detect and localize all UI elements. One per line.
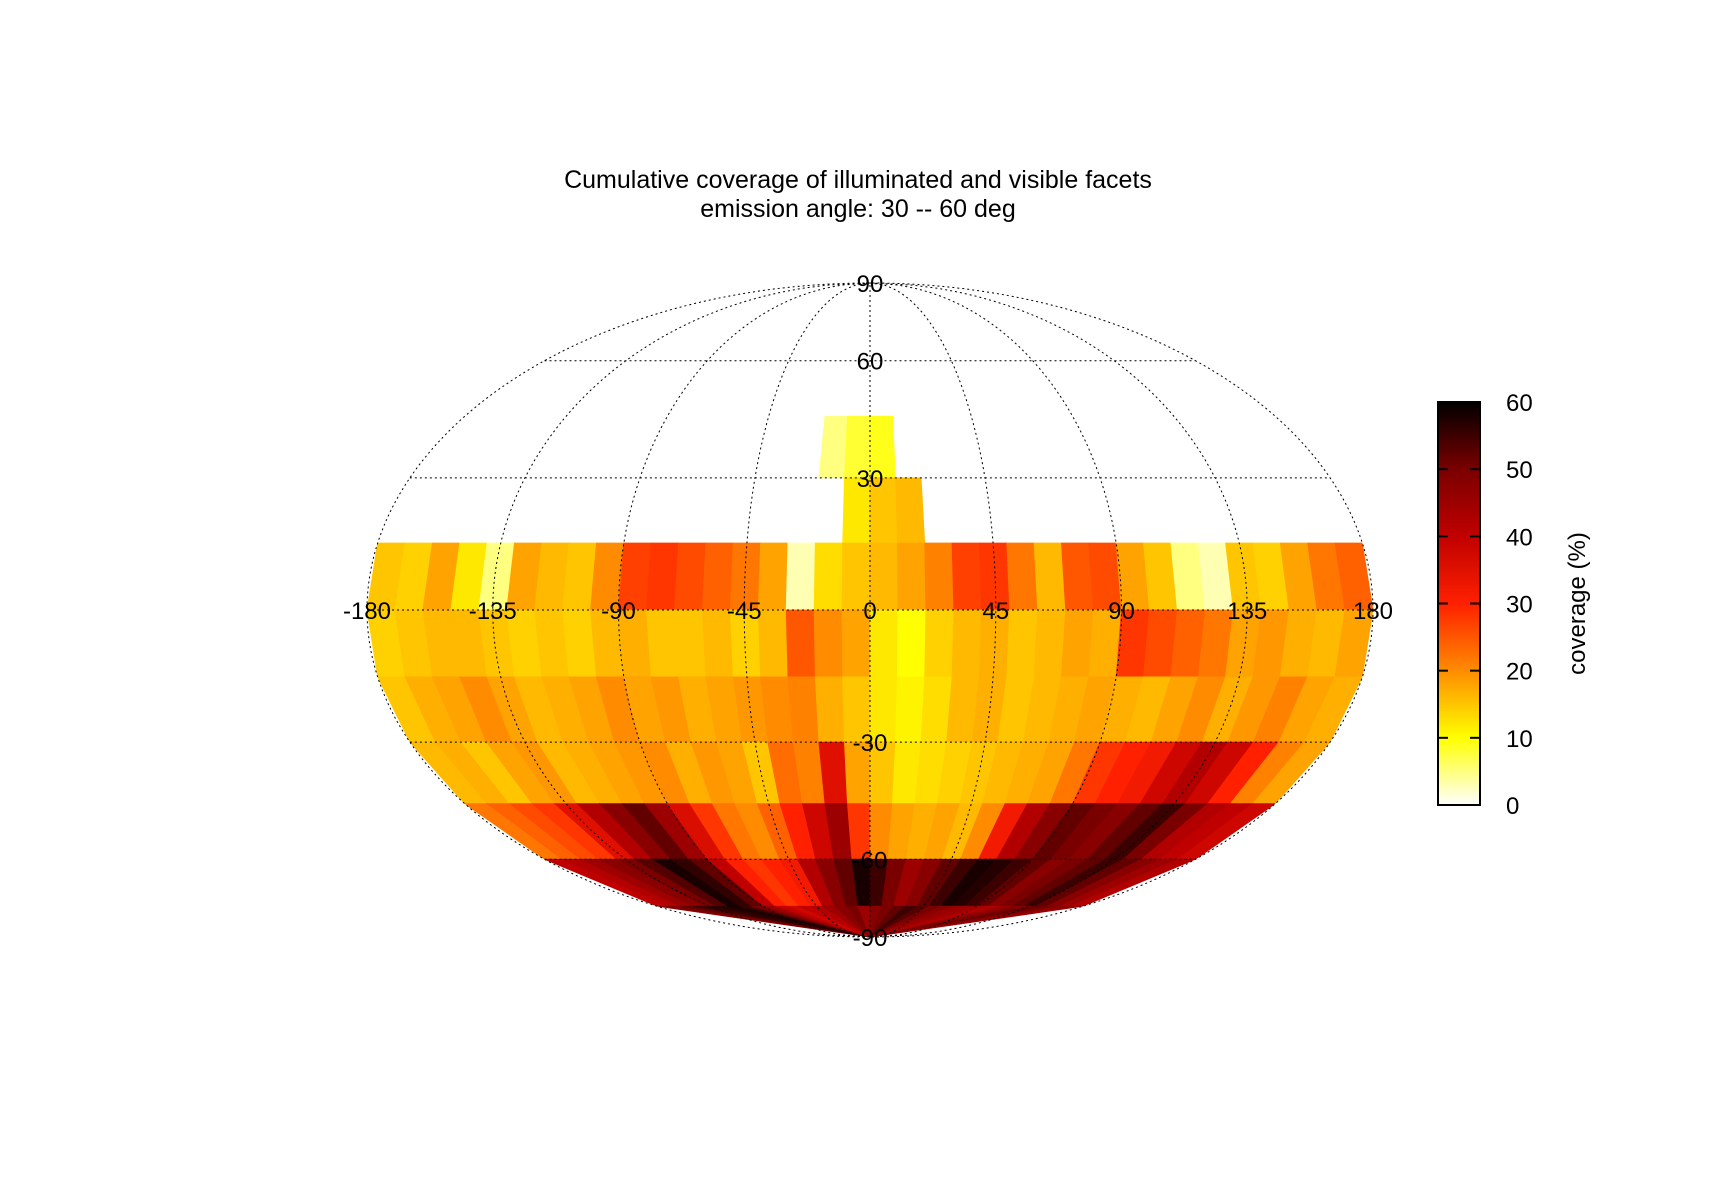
meridian-gridline: [869, 282, 1123, 938]
colorbar-tick-label: 10: [1506, 726, 1533, 753]
coverage-cell: [785, 609, 816, 678]
y-tick-label: 60: [857, 349, 884, 376]
colorbar-label: coverage (%): [1564, 532, 1591, 675]
graticule: [366, 282, 1374, 938]
coverage-cell: [1061, 542, 1094, 611]
colorbar-tick-label: 20: [1506, 659, 1533, 686]
meridian-gridline: [492, 282, 871, 938]
coverage-cell: [895, 676, 926, 743]
coverage-cell: [1006, 609, 1039, 678]
colorbar-tick-label: 40: [1506, 524, 1533, 551]
y-tick-label: 30: [857, 466, 884, 493]
colorbar-tick-label: 0: [1506, 793, 1519, 820]
y-tick-label: -60: [853, 847, 888, 874]
x-tick-label: 90: [1108, 598, 1135, 625]
coverage-cell: [813, 609, 844, 678]
y-tick-label: -30: [853, 730, 888, 757]
coverage-cell: [1033, 542, 1067, 611]
coverage-cell: [813, 542, 844, 611]
chart-subtitle: emission angle: 30 -- 60 deg: [700, 195, 1016, 223]
y-tick-label: -90: [853, 925, 888, 952]
chart-title-block: Cumulative coverage of illuminated and v…: [0, 166, 1716, 224]
coverage-cell: [951, 542, 983, 611]
coverage-cell: [787, 676, 820, 743]
coverage-cell: [1061, 609, 1094, 678]
coverage-cell: [924, 542, 955, 611]
coverage-cell: [646, 609, 679, 678]
coverage-cell: [673, 609, 707, 678]
meridian-gridline: [617, 282, 871, 938]
colorbar-tick-label: 50: [1506, 457, 1533, 484]
coverage-cell: [951, 609, 983, 678]
x-tick-label: 45: [982, 598, 1009, 625]
coverage-cell: [673, 542, 707, 611]
coverage-cell: [757, 609, 789, 678]
coverage-cell: [896, 609, 927, 678]
x-tick-label: 135: [1227, 598, 1267, 625]
coverage-cell: [818, 415, 848, 479]
x-tick-label: 0: [863, 598, 876, 625]
colorbar-tick-label: 30: [1506, 592, 1533, 619]
x-tick-label: -45: [727, 598, 762, 625]
x-tick-label: -180: [343, 598, 391, 625]
x-tick-label: -90: [601, 598, 636, 625]
coverage-cell: [646, 542, 679, 611]
chart-title: Cumulative coverage of illuminated and v…: [564, 166, 1152, 194]
coverage-cell: [785, 542, 816, 611]
meridian-gridline: [869, 282, 1248, 938]
coverage-cells: [367, 415, 1373, 937]
coverage-cell: [924, 609, 955, 678]
coverage-cell: [1033, 609, 1067, 678]
coverage-cell: [814, 676, 845, 743]
coverage-cell: [896, 542, 927, 611]
y-tick-label: 90: [857, 271, 884, 298]
coverage-cell: [895, 477, 926, 544]
coverage-cell: [757, 542, 789, 611]
x-tick-label: 180: [1353, 598, 1393, 625]
x-tick-label: -135: [469, 598, 517, 625]
tick-labels: -180 -135 -90 -45 0 45 90 135 180 90 60 30 -30 -60 -90: [343, 271, 1393, 952]
colorbar: 0 10 20 30 40 50 60 coverage (%): [1437, 390, 1591, 820]
colorbar-tick-label: 60: [1506, 390, 1533, 417]
coverage-cell: [1006, 542, 1039, 611]
